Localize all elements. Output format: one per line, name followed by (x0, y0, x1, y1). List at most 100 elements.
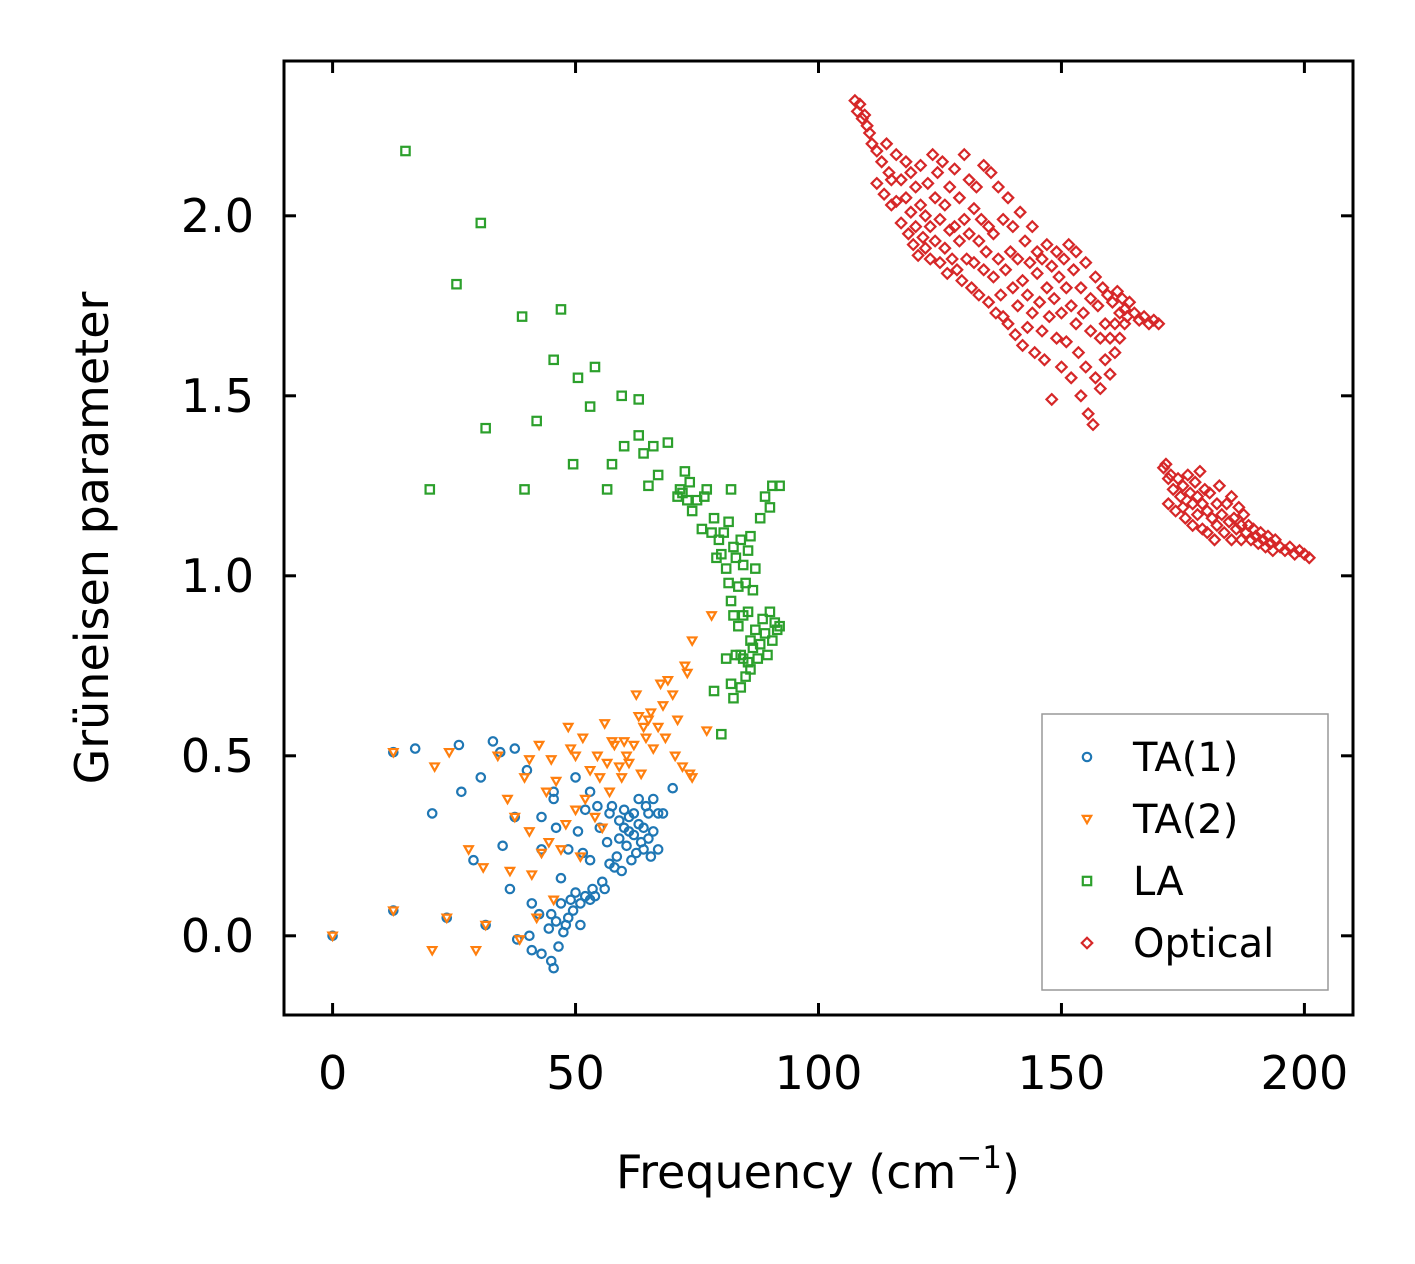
data-point (911, 248, 925, 263)
data-point (1064, 370, 1078, 385)
data-point (638, 844, 649, 855)
data-point (564, 744, 577, 756)
data-point (706, 527, 717, 538)
data-point (613, 762, 626, 774)
data-point (1076, 306, 1091, 320)
data-point (1103, 331, 1117, 346)
data-point (1013, 205, 1027, 220)
data-point (1190, 507, 1205, 522)
x-axis-title-close: ) (1002, 1145, 1020, 1199)
data-point (633, 430, 645, 441)
data-point (737, 559, 749, 571)
data-point (725, 484, 737, 495)
data-point (536, 811, 547, 823)
data-point (540, 787, 553, 799)
data-point (1095, 280, 1110, 295)
data-point (526, 944, 538, 956)
data-point (1078, 360, 1093, 374)
data-point (1032, 295, 1047, 310)
data-point (952, 234, 967, 248)
data-point (884, 198, 899, 212)
data-point (972, 234, 986, 248)
data-point (426, 945, 439, 957)
data-point (904, 205, 918, 220)
data-point (554, 845, 568, 856)
data-point (516, 311, 528, 322)
data-point (1108, 316, 1122, 331)
data-point (1040, 280, 1054, 295)
data-point (647, 440, 659, 452)
data-point (1236, 507, 1251, 522)
data-point (957, 212, 972, 227)
data-point (720, 563, 732, 574)
data-point (536, 948, 547, 960)
data-point (468, 854, 479, 866)
data-point (1110, 284, 1125, 299)
data-point (639, 733, 653, 745)
data-point (962, 172, 976, 187)
data-point (475, 217, 487, 229)
data-point (501, 794, 514, 806)
data-point (591, 751, 604, 763)
data-point (451, 278, 462, 290)
data-point (874, 154, 889, 169)
data-point (562, 912, 574, 924)
series-la (400, 145, 785, 740)
data-point (1227, 511, 1241, 526)
data-point (545, 908, 557, 920)
data-point (1030, 244, 1044, 259)
series-ta-1 (327, 736, 679, 974)
legend: TA(1) TA(2) LA Optical (1041, 713, 1329, 991)
data-point (894, 216, 908, 230)
data-point (964, 280, 979, 295)
data-point (589, 890, 601, 902)
data-point (426, 808, 438, 819)
data-point (952, 190, 967, 205)
data-point (553, 941, 564, 952)
data-point (572, 826, 584, 837)
data-point (682, 494, 693, 506)
data-point (584, 765, 597, 777)
data-point (1042, 309, 1057, 324)
legend-marker (1081, 875, 1093, 887)
data-point (616, 390, 628, 402)
data-point (976, 158, 991, 173)
data-point (579, 794, 592, 806)
data-point (754, 638, 766, 650)
data-point (913, 158, 928, 173)
data-point (908, 180, 923, 194)
data-point (503, 866, 517, 878)
data-point (574, 852, 587, 864)
data-point (601, 484, 613, 495)
data-point (1112, 331, 1127, 346)
data-point (387, 906, 400, 918)
data-point (593, 773, 606, 784)
data-point (654, 679, 667, 691)
data-point (1064, 298, 1078, 313)
data-point (652, 722, 665, 734)
data-point (497, 840, 508, 852)
data-point (991, 252, 1006, 266)
data-point (976, 262, 991, 277)
data-point (601, 836, 613, 848)
data-point (1232, 500, 1246, 515)
data-point (424, 484, 436, 495)
data-point (767, 635, 778, 646)
legend-entry: TA(1) (1081, 735, 1238, 781)
data-point (774, 480, 785, 492)
data-point (1142, 316, 1156, 331)
data-point (1044, 392, 1059, 407)
data-point (686, 636, 699, 648)
data-point (1108, 345, 1122, 360)
data-point (745, 664, 756, 675)
data-point (1035, 252, 1049, 266)
data-point (767, 480, 778, 492)
data-point (662, 437, 674, 448)
data-point (1176, 478, 1190, 493)
data-point (745, 530, 756, 542)
data-point (696, 523, 708, 535)
data-point (626, 854, 637, 866)
data-point (1054, 306, 1069, 320)
data-point (443, 747, 456, 759)
data-point (638, 448, 649, 459)
